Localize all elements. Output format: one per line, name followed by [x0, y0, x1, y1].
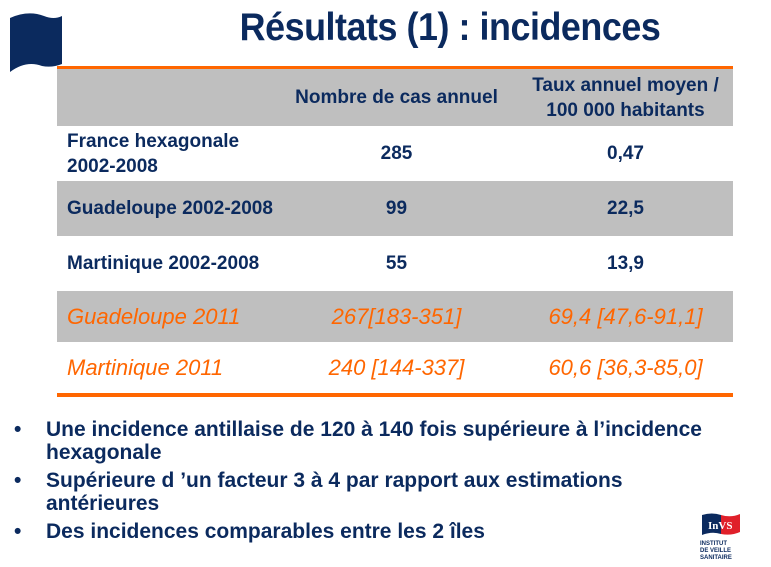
table-row: Martinique 2011 240 [144-337] 60,6 [36,3… [57, 342, 733, 393]
rate-cell: 0,47 [607, 143, 644, 164]
row-label: Martinique 2002-2008 [67, 253, 260, 274]
page-title: Résultats (1) : incidences [239, 6, 661, 49]
header-cell: Taux annuel moyen / 100 000 habitants [532, 74, 719, 121]
bullet-icon: • [14, 520, 22, 543]
table-header: Nombre de cas annuel Taux annuel moyen /… [57, 69, 733, 126]
invs-flag-icon: InVS [702, 513, 740, 535]
table-row: Guadeloupe 2011 267[183-351] 69,4 [47,6-… [57, 291, 733, 342]
flag-icon [10, 13, 62, 72]
bullet-text: Une incidence antillaise de 120 à 140 fo… [46, 418, 702, 464]
bullet-text: Supérieure d ’un facteur 3 à 4 par rappo… [46, 469, 623, 515]
results-table: Nombre de cas annuel Taux annuel moyen /… [57, 66, 733, 397]
bullet-item: • Supérieure d ’un facteur 3 à 4 par rapp… [14, 469, 734, 515]
invs-logo: InVS INSTITUT DE VEILLE SANITAIRE [700, 512, 760, 562]
row-label: Guadeloupe 2011 [67, 304, 241, 329]
bullet-text: Des incidences comparables entre les 2 î… [46, 520, 485, 543]
table-row: France hexagonale 2002-2008 285 0,47 [57, 126, 733, 181]
table-row: Martinique 2002-2008 55 13,9 [57, 236, 733, 291]
cases-cell: 285 [380, 142, 413, 164]
cases-cell: 55 [385, 252, 408, 274]
table-row: Guadeloupe 2002-2008 99 22,5 [57, 181, 733, 236]
bullet-icon: • [14, 418, 22, 441]
cases-cell: 240 [144-337] [328, 354, 465, 380]
svg-text:InVS: InVS [708, 520, 732, 532]
row-label: Martinique 2011 [67, 355, 224, 380]
cases-cell: 267[183-351] [331, 303, 462, 329]
cases-cell: 99 [385, 197, 408, 219]
row-label: France hexagonale 2002-2008 [67, 130, 240, 177]
rate-cell: 60,6 [36,3-85,0] [548, 355, 703, 380]
rate-cell: 69,4 [47,6-91,1] [548, 304, 703, 329]
rate-cell: 22,5 [607, 198, 644, 219]
row-label: Guadeloupe 2002-2008 [67, 198, 273, 219]
header-cell: Nombre de cas annuel [295, 86, 498, 108]
bullet-item: • Une incidence antillaise de 120 à 140 f… [14, 418, 734, 464]
bullet-item: • Des incidences comparables entre les 2 … [14, 520, 734, 543]
bullet-icon: • [14, 469, 22, 492]
bullet-list: • Une incidence antillaise de 120 à 140 f… [14, 418, 734, 548]
rate-cell: 13,9 [607, 253, 644, 274]
